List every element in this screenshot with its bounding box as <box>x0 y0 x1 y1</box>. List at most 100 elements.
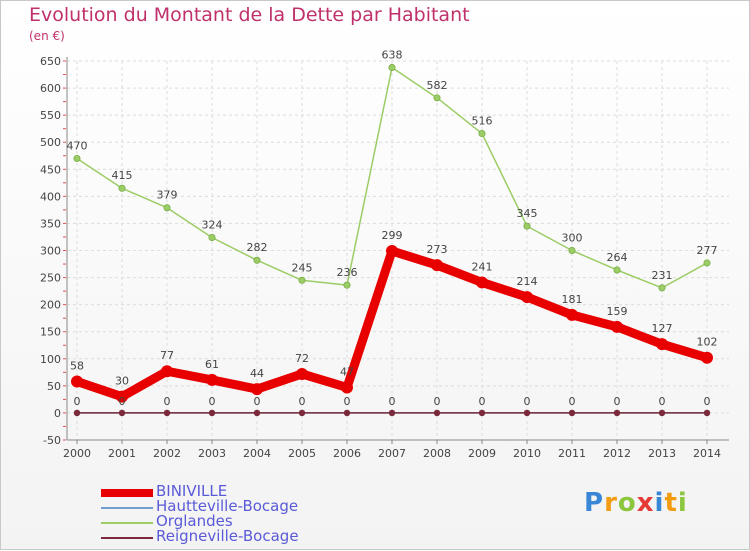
data-label-orglandes: 245 <box>292 261 313 274</box>
legend-swatch <box>101 537 153 539</box>
data-label-hautteville: 0 <box>524 395 531 408</box>
data-label-orglandes: 264 <box>607 251 628 264</box>
legend-label: Orglandes <box>156 512 233 530</box>
legend-swatch <box>101 507 153 509</box>
data-point <box>206 373 218 386</box>
x-tick-label: 2010 <box>513 447 541 460</box>
data-label-orglandes: 516 <box>472 115 493 128</box>
y-tick-label: 200 <box>40 299 61 312</box>
data-label-hautteville: 0 <box>254 395 261 408</box>
data-point <box>161 365 173 378</box>
y-tick-label: 50 <box>47 380 61 393</box>
data-point <box>658 409 666 417</box>
x-tick-label: 2008 <box>423 447 451 460</box>
data-point <box>296 367 308 380</box>
data-point <box>478 130 486 138</box>
y-tick-label: -50 <box>43 434 61 447</box>
data-label-hautteville: 0 <box>659 395 666 408</box>
data-point <box>208 409 216 417</box>
logo-letter: x <box>636 488 655 518</box>
legend-item: Orglandes <box>101 512 361 530</box>
data-point <box>208 234 216 242</box>
data-label-biniville: 127 <box>652 322 673 335</box>
legend-item: Reigneville-Bocage <box>101 527 361 545</box>
data-point <box>163 409 171 417</box>
data-label-orglandes: 415 <box>112 169 133 182</box>
data-label-hautteville: 0 <box>74 395 81 408</box>
data-point <box>71 375 83 388</box>
data-point <box>433 409 441 417</box>
chart-title: Evolution du Montant de la Dette par Hab… <box>29 4 470 26</box>
data-label-hautteville: 0 <box>164 395 171 408</box>
data-point <box>388 63 396 71</box>
data-label-orglandes: 236 <box>337 266 358 279</box>
data-label-hautteville: 0 <box>704 395 711 408</box>
y-tick-label: 300 <box>40 245 61 258</box>
data-point <box>298 409 306 417</box>
data-point <box>703 409 711 417</box>
data-point <box>568 409 576 417</box>
data-label-biniville: 61 <box>205 358 219 371</box>
data-label-biniville: 58 <box>70 360 84 373</box>
chart-legend: BINIVILLE Hautteville-Bocage Orglandes Reig… <box>101 482 361 545</box>
x-tick-label: 2000 <box>63 447 91 460</box>
data-label-biniville: 241 <box>472 260 493 273</box>
data-label-biniville: 299 <box>382 229 403 242</box>
legend-swatch <box>101 522 153 524</box>
proxiti-logo: Proxiti <box>584 488 688 518</box>
y-tick-label: 150 <box>40 326 61 339</box>
data-point <box>701 351 713 364</box>
data-label-hautteville: 0 <box>434 395 441 408</box>
data-label-biniville: 72 <box>295 352 309 365</box>
data-label-biniville: 273 <box>427 243 448 256</box>
data-point <box>118 184 126 192</box>
data-label-biniville: 44 <box>250 367 264 380</box>
data-point <box>118 409 126 417</box>
data-point <box>253 409 261 417</box>
data-point <box>478 409 486 417</box>
logo-letter: t <box>664 488 678 518</box>
x-tick-label: 2006 <box>333 447 361 460</box>
legend-swatch <box>101 489 153 497</box>
x-tick-label: 2013 <box>648 447 676 460</box>
data-label-biniville: 159 <box>607 305 628 318</box>
legend-label: Reigneville-Bocage <box>156 527 299 545</box>
data-point <box>431 259 443 272</box>
x-tick-label: 2002 <box>153 447 181 460</box>
data-point <box>656 338 668 351</box>
x-tick-label: 2009 <box>468 447 496 460</box>
legend-label: Hautteville-Bocage <box>156 497 299 515</box>
data-point <box>343 409 351 417</box>
logo-letter: r <box>604 488 618 518</box>
logo-letter: i <box>677 488 688 518</box>
legend-item: Hautteville-Bocage <box>101 497 361 515</box>
data-label-hautteville: 0 <box>209 395 216 408</box>
data-point <box>253 256 261 264</box>
x-tick-label: 2005 <box>288 447 316 460</box>
x-tick-label: 2014 <box>693 447 721 460</box>
chart-unit-label: (en €) <box>29 29 65 43</box>
data-label-orglandes: 582 <box>427 79 448 92</box>
logo-letter: i <box>654 488 665 518</box>
x-tick-label: 2011 <box>558 447 586 460</box>
data-label-orglandes: 300 <box>562 232 583 245</box>
y-tick-label: 500 <box>40 136 61 149</box>
data-label-hautteville: 0 <box>479 395 486 408</box>
y-tick-label: 0 <box>54 407 61 420</box>
data-point <box>433 94 441 102</box>
data-point <box>73 154 81 162</box>
data-point <box>613 266 621 274</box>
data-point <box>568 247 576 255</box>
y-tick-label: 350 <box>40 217 61 230</box>
y-tick-label: 250 <box>40 272 61 285</box>
data-point <box>703 259 711 267</box>
data-point <box>251 383 263 396</box>
data-point <box>521 291 533 304</box>
data-label-orglandes: 231 <box>652 269 673 282</box>
data-label-hautteville: 0 <box>344 395 351 408</box>
data-point <box>73 409 81 417</box>
legend-label: BINIVILLE <box>156 482 228 500</box>
y-tick-label: 600 <box>40 82 61 95</box>
